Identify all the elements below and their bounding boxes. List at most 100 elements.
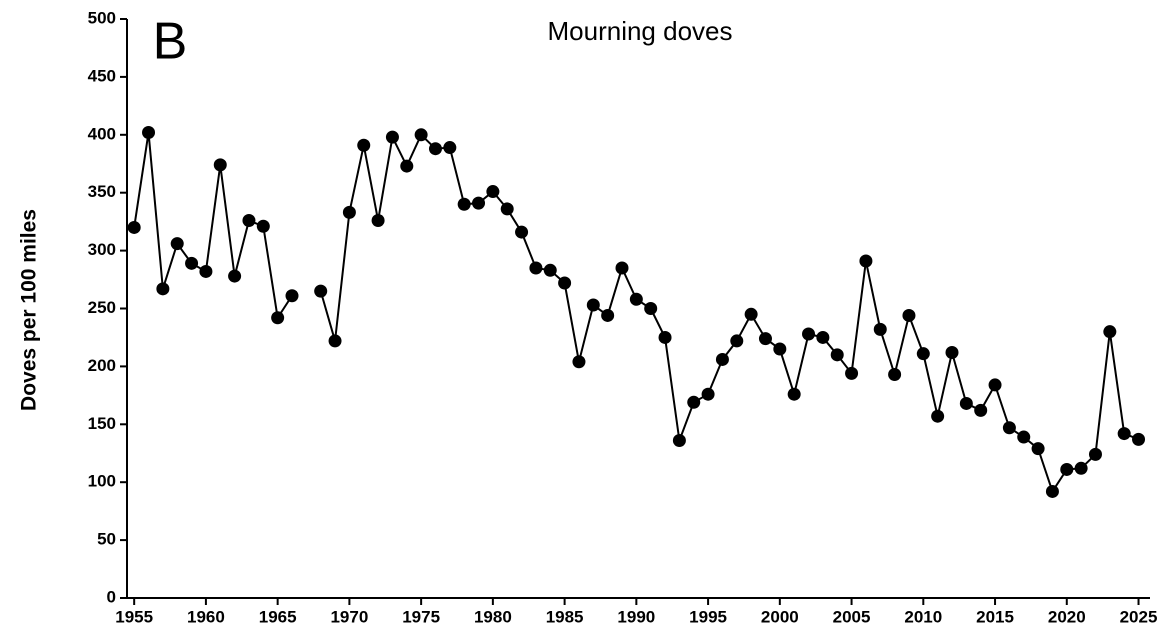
data-point <box>1031 442 1045 456</box>
y-tick-label: 400 <box>88 124 116 143</box>
x-tick-label: 1985 <box>546 607 584 626</box>
data-point <box>658 330 672 344</box>
data-point <box>787 387 801 401</box>
data-point <box>744 307 758 321</box>
data-point <box>213 158 227 172</box>
data-point <box>357 138 371 152</box>
data-point <box>701 387 715 401</box>
data-point <box>529 261 543 275</box>
y-tick-label: 450 <box>88 66 116 85</box>
data-point <box>644 302 658 315</box>
x-tick-label: 1970 <box>330 607 368 626</box>
x-tick-label: 1995 <box>689 607 727 626</box>
data-point <box>1103 325 1117 339</box>
data-point <box>802 327 816 341</box>
data-point <box>615 261 629 275</box>
data-point <box>1074 461 1088 475</box>
x-tick-label: 2025 <box>1120 607 1158 626</box>
data-point <box>414 128 428 142</box>
data-point <box>758 332 772 346</box>
data-point <box>730 334 744 348</box>
data-point <box>1017 430 1031 444</box>
data-point <box>873 322 887 336</box>
data-point <box>472 196 486 210</box>
data-point <box>428 142 442 156</box>
data-point <box>1060 462 1074 476</box>
data-point <box>400 159 414 173</box>
x-tick-label: 2020 <box>1048 607 1086 626</box>
data-point <box>285 289 299 303</box>
data-point <box>242 213 256 227</box>
data-point <box>830 348 844 362</box>
data-point <box>342 205 356 219</box>
chart-title: Mourning doves <box>548 16 733 46</box>
data-point <box>715 352 729 366</box>
data-point <box>371 213 385 227</box>
y-tick-label: 50 <box>97 530 116 549</box>
data-point <box>931 409 945 423</box>
data-point <box>601 308 615 322</box>
y-tick-label: 300 <box>88 240 116 259</box>
x-tick-label: 1975 <box>402 607 440 626</box>
x-tick-label: 2000 <box>761 607 799 626</box>
data-point <box>314 284 328 298</box>
data-point <box>515 225 529 239</box>
data-point <box>385 130 399 144</box>
data-point <box>156 282 170 296</box>
data-point <box>328 334 342 348</box>
y-axis-label: Doves per 100 miles <box>18 209 41 411</box>
y-tick-label: 500 <box>88 8 116 27</box>
x-tick-label: 1965 <box>259 607 297 626</box>
data-point <box>127 220 141 234</box>
data-point <box>1045 484 1059 498</box>
data-point <box>228 269 242 283</box>
data-point <box>457 197 471 211</box>
x-tick-label: 1955 <box>115 607 153 626</box>
x-tick-label: 1980 <box>474 607 512 626</box>
data-point <box>572 355 586 369</box>
data-point <box>185 256 199 270</box>
y-tick-label: 350 <box>88 182 116 201</box>
data-point <box>974 403 988 417</box>
data-point <box>672 434 686 448</box>
data-point <box>959 396 973 410</box>
x-tick-label: 1990 <box>617 607 655 626</box>
data-point <box>1002 421 1016 435</box>
data-point <box>888 368 902 382</box>
data-point <box>558 276 572 290</box>
data-line <box>133 132 1139 494</box>
y-tick-label: 250 <box>88 298 116 317</box>
data-point <box>443 141 457 155</box>
y-tick-label: 150 <box>88 414 116 433</box>
data-point <box>543 263 557 277</box>
data-point <box>687 395 701 409</box>
data-point <box>859 254 873 268</box>
y-tick-label: 100 <box>88 472 116 491</box>
data-point <box>916 347 930 361</box>
x-tick-label: 2015 <box>976 607 1014 626</box>
data-point <box>902 308 916 322</box>
data-point <box>816 330 830 344</box>
y-tick-label: 0 <box>107 587 116 606</box>
y-tick-label: 200 <box>88 356 116 375</box>
data-point <box>773 342 787 356</box>
data-point <box>486 185 500 199</box>
data-point <box>170 237 184 251</box>
panel-label: B <box>153 13 188 71</box>
x-tick-label: 2005 <box>833 607 871 626</box>
data-point <box>1088 447 1102 461</box>
data-point <box>1132 432 1146 446</box>
data-point <box>1117 427 1131 441</box>
data-point <box>500 202 514 216</box>
data-point <box>142 125 156 139</box>
data-point <box>271 311 285 325</box>
data-point <box>199 264 213 278</box>
data-point <box>586 298 600 312</box>
data-point <box>988 378 1002 392</box>
data-point <box>629 292 643 306</box>
x-tick-label: 2010 <box>904 607 942 626</box>
data-point <box>945 346 959 360</box>
data-point <box>845 366 859 380</box>
data-point <box>256 219 270 233</box>
